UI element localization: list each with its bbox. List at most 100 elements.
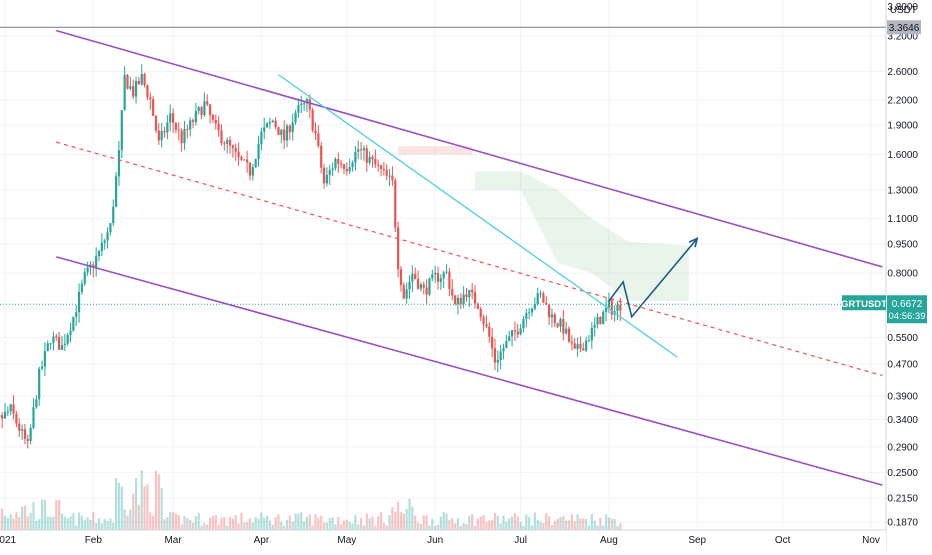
- volume-bar: [531, 525, 533, 530]
- cloud-bear-band: [398, 146, 472, 154]
- volume-bar: [129, 509, 131, 530]
- volume-bar: [206, 524, 208, 530]
- candle-body: [163, 131, 165, 132]
- volume-bar: [482, 515, 484, 530]
- candle-body: [525, 313, 527, 319]
- volume-bar: [27, 516, 29, 530]
- candle-body: [112, 207, 114, 224]
- volume-bar: [514, 513, 516, 530]
- volume-bar: [21, 507, 23, 530]
- candle-body: [454, 296, 456, 304]
- volume-bar: [263, 518, 265, 530]
- candle-body: [406, 289, 408, 298]
- candle-body: [465, 294, 467, 297]
- candle-body: [255, 159, 257, 167]
- candle-body: [351, 163, 353, 167]
- volume-bar: [594, 521, 596, 530]
- candle-body: [551, 314, 553, 317]
- candle-body: [386, 170, 388, 176]
- candle-body: [599, 317, 601, 324]
- candle-body: [619, 305, 621, 311]
- candle-body: [169, 113, 171, 122]
- candle-body: [269, 122, 271, 123]
- candle-body: [576, 344, 578, 349]
- candle-body: [283, 130, 285, 141]
- volume-bar: [371, 516, 373, 530]
- price-tick-label: 0.9500: [887, 239, 918, 250]
- candle-body: [528, 312, 530, 313]
- volume-bar: [64, 516, 66, 530]
- candle-body: [482, 317, 484, 324]
- candle-body: [155, 116, 157, 131]
- volume-bar: [112, 523, 114, 530]
- volume-bar: [451, 518, 453, 530]
- candle-body: [611, 300, 613, 315]
- candle-body: [286, 126, 288, 141]
- candle-body: [235, 148, 237, 152]
- volume-bar: [75, 525, 77, 530]
- candle-body: [297, 105, 299, 113]
- candle-body: [520, 328, 522, 334]
- candle-body: [565, 329, 567, 334]
- volume-bar: [599, 518, 601, 530]
- candle-body: [143, 74, 145, 85]
- price-tick-label: 0.5500: [887, 333, 918, 344]
- candle-body: [18, 424, 20, 431]
- candle-body: [431, 274, 433, 278]
- candle-body: [531, 309, 533, 313]
- candle-body: [186, 129, 188, 130]
- price-tick-label: 0.8000: [887, 269, 918, 280]
- volume-bar: [423, 515, 425, 530]
- volume-bar: [522, 526, 524, 530]
- candle-body: [152, 99, 154, 116]
- volume-bar: [445, 514, 447, 530]
- volume-bar: [183, 516, 185, 530]
- volume-bar: [562, 516, 564, 530]
- volume-bar: [220, 518, 222, 530]
- candle-body: [380, 165, 382, 169]
- candle-body: [312, 110, 314, 131]
- candle-body: [104, 241, 106, 243]
- volume-bar: [58, 500, 60, 530]
- volume-bar: [166, 517, 168, 530]
- time-tick-label: Oct: [775, 535, 791, 546]
- candle-body: [542, 293, 544, 302]
- level-price-label: 3.3646: [889, 23, 920, 34]
- candle-body: [369, 157, 371, 163]
- volume-bar: [605, 515, 607, 530]
- candle-body: [309, 99, 311, 110]
- volume-bar: [528, 517, 530, 530]
- volume-bar: [55, 500, 57, 530]
- price-tick-label: 1.3000: [887, 186, 918, 197]
- volume-bar: [203, 523, 205, 530]
- candle-body: [35, 399, 37, 407]
- candle-body: [218, 124, 220, 131]
- volume-bar: [155, 471, 157, 530]
- candle-body: [403, 285, 405, 298]
- candle-body: [75, 312, 77, 317]
- candle-body: [320, 146, 322, 168]
- candle-body: [591, 328, 593, 341]
- volume-bar: [41, 500, 43, 530]
- price-tick-label: 0.1870: [887, 518, 918, 529]
- volume-bar: [463, 523, 465, 530]
- volume-bar: [44, 500, 46, 530]
- volume-bar: [240, 513, 242, 530]
- volume-bar: [576, 514, 578, 530]
- candle-body: [181, 131, 183, 144]
- candle-body: [72, 317, 74, 331]
- volume-bar: [246, 522, 248, 530]
- candle-body: [81, 284, 83, 292]
- candle-body: [485, 324, 487, 326]
- volume-bar: [109, 518, 111, 530]
- candle-body: [115, 176, 117, 206]
- volume-bar: [511, 517, 513, 530]
- volume-bar: [406, 509, 408, 530]
- candle-body: [343, 164, 345, 169]
- volume-bar: [18, 517, 20, 530]
- volume-bar: [357, 524, 359, 530]
- volume-bar: [141, 471, 143, 530]
- volume-bar: [457, 518, 459, 530]
